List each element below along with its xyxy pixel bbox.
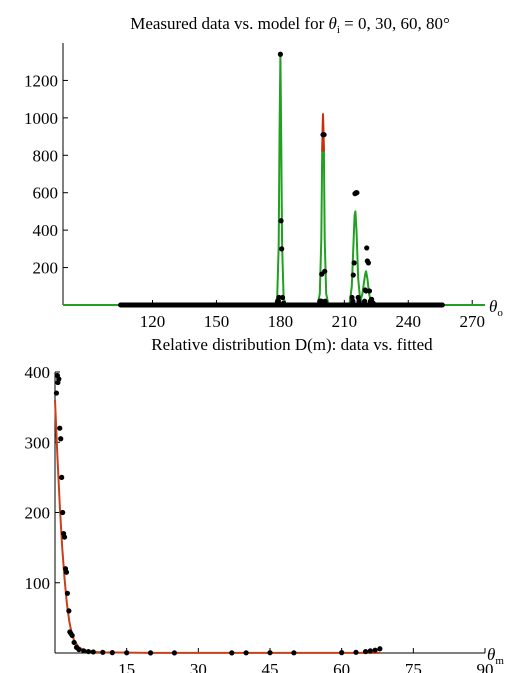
chart1-data-point bbox=[322, 268, 328, 274]
chart2-data-point bbox=[367, 648, 373, 654]
chart2-data-point bbox=[58, 436, 64, 442]
chart1-data-point bbox=[279, 246, 285, 252]
chart1-x-tick-label: 270 bbox=[459, 312, 485, 331]
chart2-data-point bbox=[66, 608, 72, 614]
chart1-data-point bbox=[366, 288, 373, 294]
chart1-x-tick-label: 180 bbox=[268, 312, 294, 331]
chart1-series-line bbox=[321, 113, 325, 152]
chart1-y-tick-label: 1000 bbox=[24, 109, 58, 128]
chart2-data-point bbox=[90, 649, 96, 655]
chart2-x-tick-label: 45 bbox=[262, 660, 279, 673]
chart2-data-point bbox=[147, 650, 154, 656]
chart2-data-point bbox=[81, 648, 87, 654]
chart1-x-tick-label: 240 bbox=[396, 312, 422, 331]
chart-measured-vs-model: Measured data vs. model for θi = 0, 30, … bbox=[24, 14, 503, 331]
chart1-title: Measured data vs. model for θi = 0, 30, … bbox=[130, 14, 450, 36]
chart1-series-line bbox=[63, 53, 485, 306]
chart2-x-tick-label: 30 bbox=[190, 660, 207, 673]
chart2-x-tick-label: 15 bbox=[118, 660, 135, 673]
chart1-x-tick-label: 120 bbox=[140, 312, 166, 331]
chart2-data-point bbox=[291, 650, 297, 656]
chart2-x-tick-label: 75 bbox=[405, 660, 422, 673]
chart2-title: Relative distribution D(m): data vs. fit… bbox=[151, 335, 433, 354]
chart1-data-point bbox=[365, 260, 372, 266]
chart1-data-point bbox=[364, 245, 370, 251]
chart2-data-point bbox=[243, 650, 249, 656]
chart2-y-tick-label: 400 bbox=[25, 363, 51, 382]
chart2-data-point bbox=[69, 632, 75, 639]
chart1-data-point bbox=[349, 294, 355, 301]
chart2-data-point bbox=[372, 647, 378, 653]
chart2-x-axis-label: θm bbox=[487, 645, 504, 667]
chart2-data-point bbox=[229, 650, 235, 656]
chart2-data-point bbox=[71, 639, 77, 646]
chart1-data-point bbox=[350, 272, 356, 278]
chart1-data-point bbox=[279, 294, 286, 301]
chart2-data-point bbox=[76, 646, 82, 653]
chart1-x-axis-label: θo bbox=[489, 297, 503, 319]
chart2-data-point bbox=[124, 650, 130, 656]
chart2-data-point bbox=[267, 650, 273, 656]
chart2-y-tick-label: 200 bbox=[25, 504, 51, 523]
chart2-data-point bbox=[171, 650, 178, 656]
chart2-data-point bbox=[100, 649, 106, 655]
chart2-data-point bbox=[59, 474, 65, 480]
chart2-data-point bbox=[64, 590, 71, 596]
chart2-data-point bbox=[377, 646, 383, 652]
chart2-x-tick-label: 60 bbox=[333, 660, 350, 673]
chart2-data-point bbox=[362, 648, 369, 655]
chart2-data-point bbox=[57, 425, 63, 431]
chart2-data-point bbox=[353, 649, 359, 655]
chart-relative-distribution: Relative distribution D(m): data vs. fit… bbox=[25, 335, 505, 673]
chart2-x-tick-label: 90 bbox=[477, 660, 494, 673]
chart1-y-tick-label: 400 bbox=[33, 221, 59, 240]
chart2-data-point bbox=[56, 376, 62, 382]
chart2-data-point bbox=[85, 648, 92, 655]
chart1-data-point bbox=[278, 218, 284, 224]
chart1-y-tick-label: 1200 bbox=[24, 71, 58, 90]
chart2-data-point bbox=[60, 509, 66, 516]
chart1-data-point bbox=[321, 132, 327, 138]
chart1-data-point bbox=[354, 190, 360, 196]
chart1-x-tick-label: 150 bbox=[204, 312, 230, 331]
chart1-data-point bbox=[351, 260, 357, 266]
chart1-data-point bbox=[277, 51, 283, 57]
chart1-y-tick-label: 600 bbox=[33, 184, 59, 203]
chart2-data-point bbox=[61, 534, 68, 540]
chart2-data-point bbox=[109, 650, 115, 656]
chart2-data-point bbox=[63, 569, 70, 575]
chart1-y-tick-label: 200 bbox=[33, 259, 59, 278]
chart1-y-tick-label: 800 bbox=[33, 146, 59, 165]
chart2-y-tick-label: 300 bbox=[25, 433, 51, 452]
chart2-data-point bbox=[53, 390, 60, 396]
chart2-y-tick-label: 100 bbox=[25, 574, 51, 593]
chart1-x-tick-label: 210 bbox=[332, 312, 358, 331]
chart2-series-line bbox=[54, 400, 380, 654]
chart1-data-point bbox=[362, 287, 368, 293]
chart2-data-point bbox=[339, 650, 345, 656]
